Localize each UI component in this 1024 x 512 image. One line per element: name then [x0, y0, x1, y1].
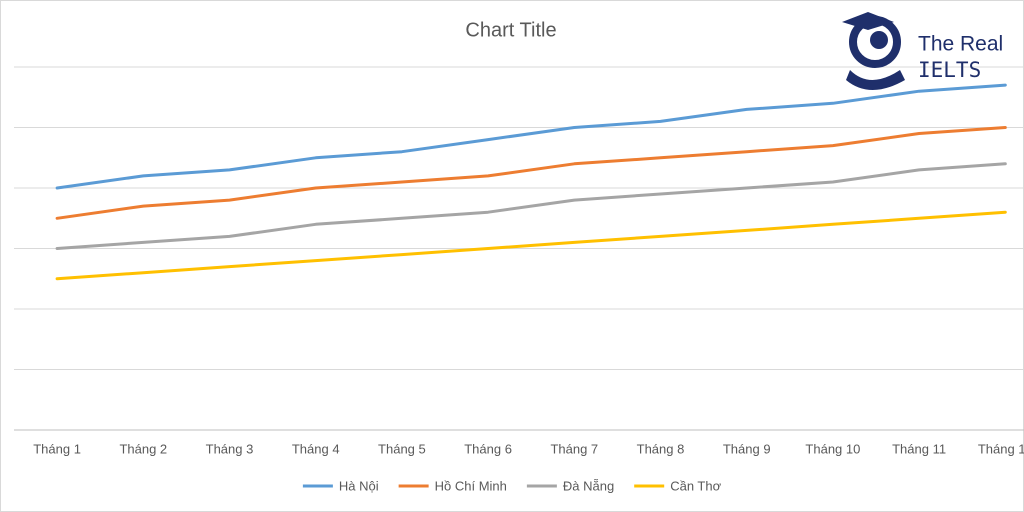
legend-label: Cần Thơ: [670, 478, 721, 493]
series-line: [55, 162, 1007, 250]
x-tick-label: Tháng 7: [550, 441, 598, 456]
x-tick-label: Tháng 4: [292, 441, 340, 456]
logo-text: IELTS: [918, 58, 981, 82]
series-line: [55, 210, 1007, 281]
x-tick-label: Tháng 5: [378, 441, 426, 456]
x-tick-label: Tháng 11: [892, 441, 946, 456]
chart-title: Chart Title: [465, 19, 556, 41]
x-tick-label: Tháng 8: [637, 441, 685, 456]
x-tick-label: Tháng 9: [723, 441, 771, 456]
logo-icon: [846, 70, 905, 90]
logo-icon: [870, 31, 888, 49]
x-tick-label: Tháng 10: [805, 441, 860, 456]
legend-label: Hà Nội: [339, 478, 379, 493]
logo: The Real IELTS: [842, 12, 1003, 90]
logo-icon: [842, 12, 894, 30]
x-tick-label: Tháng 6: [464, 441, 512, 456]
logo-text: The Real: [918, 33, 1003, 56]
x-tick-label: Tháng 1: [33, 441, 81, 456]
legend-label: Hồ Chí Minh: [435, 478, 507, 493]
legend-label: Đà Nẵng: [563, 478, 614, 493]
x-tick-label: Tháng 3: [206, 441, 254, 456]
series-line: [55, 83, 1007, 190]
legend: Hà Nội Hồ Chí Minh Đà Nẵng Cần Thơ: [302, 478, 722, 493]
series-line: [55, 126, 1007, 220]
x-tick-label: Tháng 12: [978, 441, 1024, 456]
x-tick-label: Tháng 2: [119, 441, 167, 456]
